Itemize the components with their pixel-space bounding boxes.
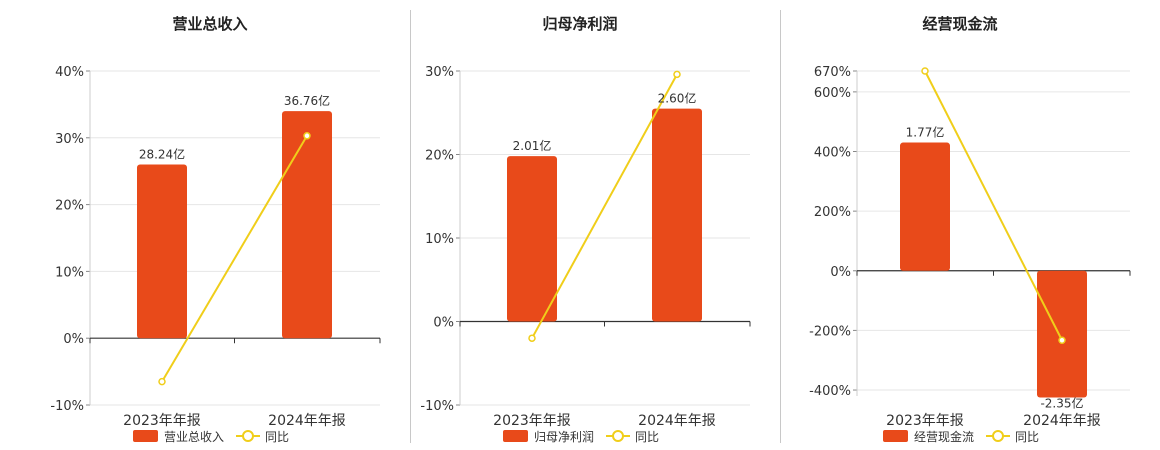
legend-marker-line (612, 430, 624, 442)
y-tick-label: 0% (63, 332, 84, 347)
legend-swatch-bar (883, 430, 908, 442)
chart-panel-net-profit: 归母净利润 -10% 0% 10% 20% 30% 2023年年报 2024年年报 2.01亿… (420, 15, 751, 444)
yoy-point (921, 67, 929, 75)
legend: 归母净利润 同比 (503, 430, 659, 444)
y-tick-label: 40% (55, 65, 84, 80)
yoy-point (303, 132, 311, 140)
yoy-point (528, 334, 536, 342)
bar (507, 156, 557, 322)
y-tick-label: 20% (425, 149, 454, 164)
chart-panel-revenue: 营业总收入 -10% 0% 10% 20% 30% 40% 2023年年报 2024年年报 28… (50, 15, 381, 444)
x-category-label: 2024年年报 (1023, 413, 1101, 429)
y-tick-label: 200% (814, 205, 851, 220)
x-category-label: 2023年年报 (123, 413, 201, 429)
bar-data-label: 2.60亿 (658, 91, 697, 106)
yoy-line (161, 135, 308, 383)
chart-title: 归母净利润 (542, 15, 617, 33)
yoy-line (924, 70, 1063, 341)
legend-swatch-bar (133, 430, 158, 442)
yoy-point (158, 377, 166, 386)
bar (1037, 270, 1087, 398)
y-tick-label: -400% (809, 384, 851, 399)
y-tick-label: 10% (55, 265, 84, 280)
legend-label-line: 同比 (265, 430, 289, 444)
y-tick-label: 400% (814, 146, 851, 161)
chart-title: 经营现金流 (922, 15, 997, 33)
legend-marker-line (992, 430, 1004, 442)
y-tick-label: 0% (433, 316, 454, 331)
bar-data-label: -2.35亿 (1040, 395, 1083, 410)
y-tick-label: -10% (420, 399, 454, 414)
legend-label-bar: 营业总收入 (164, 430, 224, 444)
yoy-line (531, 73, 678, 339)
y-tick-label: 670% (814, 65, 851, 80)
bar (137, 164, 187, 339)
legend-label-line: 同比 (1015, 430, 1039, 444)
y-tick-label: 0% (830, 265, 851, 280)
legend-swatch-bar (503, 430, 528, 442)
y-tick-label: 20% (55, 199, 84, 214)
legend: 经营现金流 同比 (883, 429, 1039, 444)
yoy-point (1058, 336, 1066, 344)
y-tick-label: 30% (55, 132, 84, 147)
bar-data-label: 1.77亿 (906, 125, 945, 140)
bar (652, 108, 702, 322)
bar-data-label: 36.76亿 (284, 93, 330, 108)
panel-divider (410, 10, 411, 443)
yoy-point (673, 70, 681, 79)
legend-label-bar: 归母净利润 (534, 430, 594, 444)
chart-title: 营业总收入 (172, 15, 247, 33)
y-tick-label: 600% (814, 86, 851, 101)
legend-label-line: 同比 (635, 430, 659, 444)
y-tick-label: 10% (425, 232, 454, 247)
panel-divider (780, 10, 781, 443)
x-category-label: 2023年年报 (886, 413, 964, 429)
y-tick-label: -200% (809, 324, 851, 339)
legend-label-bar: 经营现金流 (914, 429, 974, 444)
legend-marker-line (242, 430, 254, 442)
bar (282, 111, 332, 339)
bar-data-label: 2.01亿 (513, 138, 552, 153)
y-tick-label: -10% (50, 399, 84, 414)
x-category-label: 2024年年报 (268, 413, 346, 429)
bar (900, 142, 950, 271)
chart-panel-cash-flow: 经营现金流 -400% -200% 0% 200% 400% 600% 670% 2023年年… (809, 15, 1131, 444)
bar-data-label: 28.24亿 (139, 147, 185, 162)
x-category-label: 2024年年报 (638, 413, 716, 429)
y-tick-label: 30% (425, 65, 454, 80)
legend: 营业总收入 同比 (133, 430, 289, 444)
x-category-label: 2023年年报 (493, 413, 571, 429)
